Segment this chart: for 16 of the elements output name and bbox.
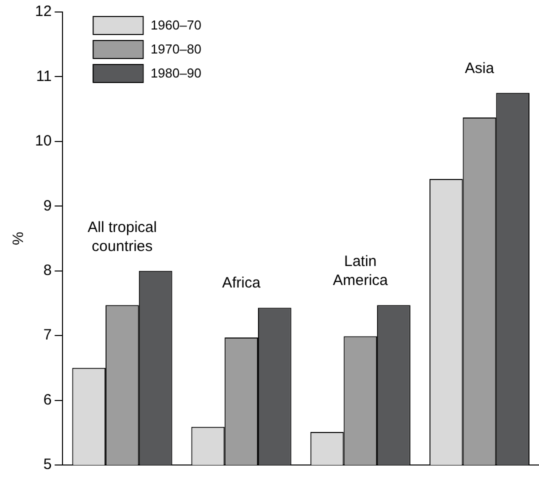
x-tick-label: Asia xyxy=(464,60,495,77)
x-tick-label: Africa xyxy=(222,274,262,292)
y-tick-label: 6 xyxy=(43,391,52,408)
y-tick-label: 5 xyxy=(43,456,52,474)
legend-label: 1960–70 xyxy=(150,18,202,33)
legend-label: 1970–80 xyxy=(150,42,202,57)
x-tick-label: Latin America xyxy=(332,253,389,290)
y-tick-label: 10 xyxy=(34,132,52,150)
y-tick-label: 12 xyxy=(34,3,52,20)
y-tick-label: 8 xyxy=(43,262,52,279)
y-tick-label: 7 xyxy=(43,326,52,344)
y-axis-title: % xyxy=(10,232,28,246)
legend-label: 1980–90 xyxy=(150,66,202,81)
y-tick-label: 11 xyxy=(36,68,52,85)
x-tick-label: All tropical countries xyxy=(88,218,157,255)
y-tick-label: 9 xyxy=(43,197,52,214)
